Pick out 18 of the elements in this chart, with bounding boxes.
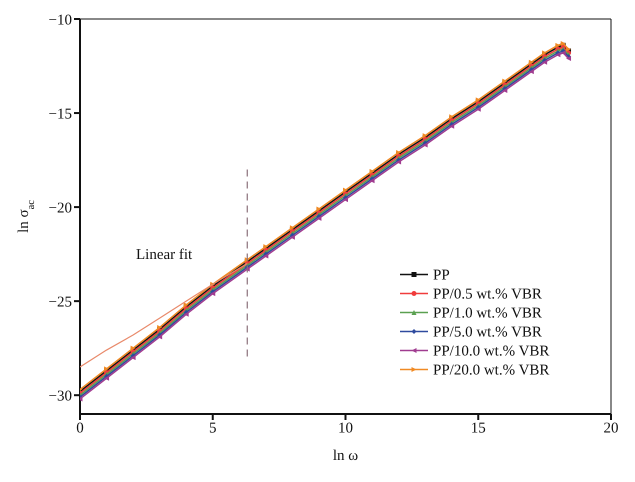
x-tick-label: 15 xyxy=(470,420,486,437)
x-tick-label: 5 xyxy=(209,420,216,437)
annotation: Linear fit xyxy=(136,247,194,263)
y-tick-label: −15 xyxy=(48,106,72,122)
y-tick-label: −10 xyxy=(48,12,72,28)
x-tick-label: 20 xyxy=(604,420,618,437)
x-axis-title: ln ω xyxy=(332,448,358,464)
y-tick-label: −30 xyxy=(48,388,72,405)
legend-label: PP xyxy=(433,268,450,284)
legend-label: PP/20.0 wt.% VBR xyxy=(433,362,550,378)
legend-label: PP/0.5 wt.% VBR xyxy=(433,286,542,302)
y-tick-label: −25 xyxy=(48,294,72,310)
x-tick-label: 0 xyxy=(76,420,84,437)
legend-label: PP/1.0 wt.% VBR xyxy=(433,306,542,322)
x-tick-label: 10 xyxy=(338,420,353,437)
legend-label: PP/10.0 wt.% VBR xyxy=(433,344,550,360)
y-tick-label: −20 xyxy=(48,200,72,216)
legend-label: PP/5.0 wt.% VBR xyxy=(433,324,542,340)
